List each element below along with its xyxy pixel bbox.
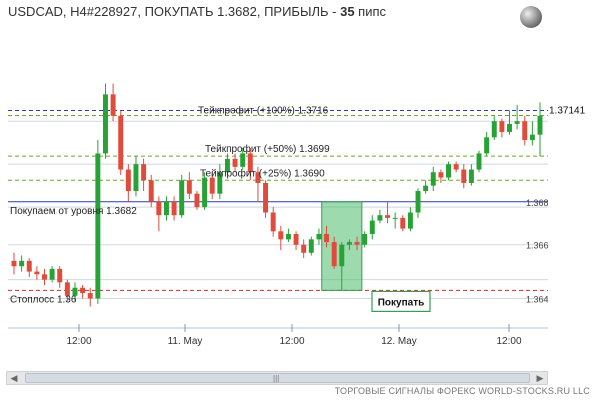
candle-body: [453, 164, 459, 170]
candle-body: [263, 182, 269, 213]
candle-body: [308, 239, 314, 253]
candle-body: [407, 212, 413, 229]
candle-body: [293, 234, 299, 245]
candle-body: [446, 164, 451, 178]
x-tick-label: 12:00: [66, 336, 91, 347]
y-tick-label: 1.366: [526, 241, 549, 251]
candle-body: [26, 260, 32, 272]
candle-body: [270, 212, 276, 232]
scroll-thumb[interactable]: |||: [25, 373, 530, 383]
candle-body: [301, 244, 307, 253]
candle-body: [339, 244, 345, 267]
candle-body: [377, 215, 383, 221]
candle-body: [392, 217, 398, 219]
signal-label-box: Покупать: [371, 290, 431, 312]
x-tick-label: 12. May: [381, 336, 417, 347]
candle-body: [49, 268, 55, 280]
stop-loss-label: Стоплосс 1.36: [10, 294, 77, 305]
candle-body: [148, 180, 154, 202]
candle-body: [11, 260, 17, 267]
candle-body: [324, 234, 330, 243]
candle-body: [133, 164, 139, 192]
candle-body: [461, 169, 467, 183]
candle-body: [247, 153, 253, 173]
current-price-label: 1.37141: [549, 105, 586, 116]
candle-body: [423, 185, 429, 192]
candle-body: [95, 153, 101, 299]
candle-body: [362, 234, 368, 245]
title-unit: пипс: [354, 4, 387, 19]
candle-body: [385, 215, 391, 218]
candle-body: [118, 115, 124, 170]
candle-body: [285, 234, 291, 240]
candle-body: [400, 217, 406, 229]
candle-body: [476, 153, 482, 170]
y-tick-label: 1.364: [526, 294, 549, 304]
globe-icon[interactable]: [520, 6, 542, 28]
candle-body: [19, 260, 25, 267]
candle-body: [522, 121, 528, 140]
candle-body: [346, 242, 352, 245]
candle-body: [141, 164, 147, 181]
x-tick-label: 12:00: [279, 336, 304, 347]
candle-body: [80, 287, 86, 294]
take-profit-100-label: Тейкпрофит (+100%) 1.3716: [198, 104, 329, 116]
candlestick-chart: Тейкпрофит (+100%) 1.3716 Тейкпрофит (+50…: [8, 83, 586, 347]
candle-body: [217, 172, 223, 194]
candle-body: [72, 287, 78, 296]
candle-body: [202, 177, 208, 208]
candle-body: [484, 137, 490, 154]
scroll-left-arrow-icon[interactable]: ◀: [10, 373, 18, 383]
x-tick-label: 12:00: [496, 336, 521, 347]
candle-body: [537, 115, 543, 135]
candle-body: [240, 153, 246, 167]
candle-body: [64, 282, 70, 296]
candle-body: [179, 180, 185, 216]
candle-body: [499, 121, 505, 132]
footer-credit: ТОРГОВЫЕ СИГНАЛЫ ФОРЕКС WORLD-STOCKS.RU …: [334, 386, 590, 396]
candle-body: [171, 201, 177, 216]
candle-body: [34, 271, 40, 275]
candle-body: [224, 158, 230, 173]
signal-box-frame: [371, 290, 431, 312]
y-tick-label: 1.368: [526, 198, 549, 208]
candle-body: [186, 180, 192, 194]
candle-body: [529, 134, 535, 140]
candle-body: [430, 172, 436, 186]
candle-body: [278, 231, 284, 240]
horizontal-scrollbar[interactable]: ◀ ||| ▶: [6, 371, 548, 385]
candle-body: [316, 234, 322, 240]
candle-body: [354, 242, 360, 245]
candle-body: [209, 177, 215, 194]
candle-body: [438, 172, 444, 178]
candle-body: [369, 220, 375, 234]
x-tick-label: 11. May: [168, 336, 203, 347]
candle-body: [110, 94, 116, 116]
candle-body: [468, 169, 474, 183]
scroll-right-arrow-icon[interactable]: ▶: [536, 373, 544, 383]
candle-body: [103, 94, 108, 154]
candle-body: [514, 121, 520, 124]
candle-body: [507, 123, 512, 132]
signal-label-text: Покупать: [378, 297, 425, 308]
scroll-grip-icon: |||: [273, 374, 280, 383]
candle-body: [415, 191, 421, 213]
candle-body: [194, 193, 200, 208]
candle-body: [57, 268, 63, 283]
title-main: USDCAD, H4#228927, ПОКУПАТЬ 1.3682, ПРИБ…: [8, 4, 341, 19]
candle-body: [125, 169, 131, 192]
candle-body: [331, 242, 337, 267]
candle-body: [491, 121, 497, 138]
candle-body: [255, 172, 261, 183]
candle-body: [163, 201, 169, 216]
take-profit-50-label: Тейкпрофит (+50%) 1.3699: [205, 143, 330, 155]
entry-label: Покупаем от уровня 1.3682: [10, 206, 137, 217]
title-pips: 35: [340, 4, 355, 19]
candle-body: [87, 293, 93, 299]
candle-body: [156, 201, 162, 216]
candle-body: [232, 158, 238, 167]
chart-title: USDCAD, H4#228927, ПОКУПАТЬ 1.3682, ПРИБ…: [8, 4, 386, 19]
candle-body: [42, 274, 47, 280]
take-profit-25-label: Тейкпрофит (+25%) 1.3690: [200, 167, 325, 179]
